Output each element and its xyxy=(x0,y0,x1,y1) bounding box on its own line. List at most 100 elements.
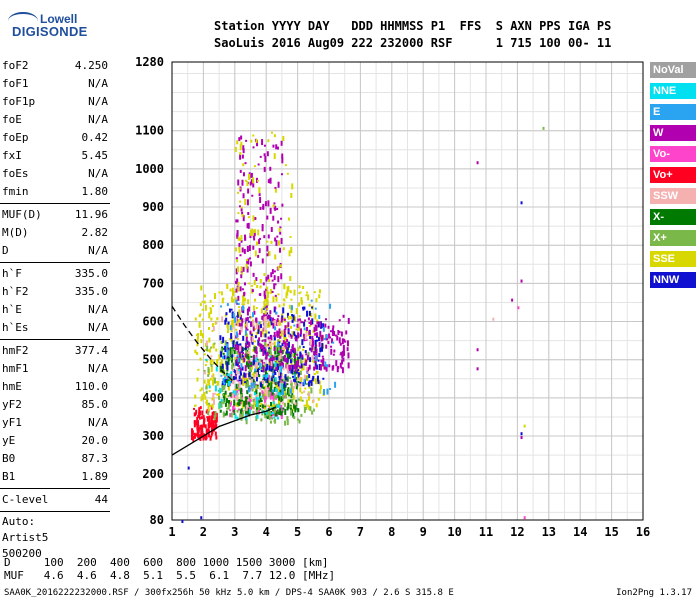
echo-point xyxy=(244,234,247,241)
echo-point xyxy=(273,408,276,414)
echo-point xyxy=(229,375,232,379)
echo-point xyxy=(303,306,306,310)
echo-point xyxy=(273,283,276,290)
echo-point xyxy=(231,362,234,369)
echo-point xyxy=(201,333,204,339)
echo-point xyxy=(284,382,287,386)
echo-point xyxy=(226,329,229,334)
echo-point xyxy=(283,356,286,362)
echo-point xyxy=(259,347,262,353)
echo-point xyxy=(247,355,250,360)
echo-point xyxy=(333,330,336,336)
echo-point xyxy=(253,230,256,237)
echo-point xyxy=(280,411,283,416)
echo-point xyxy=(332,325,335,329)
echo-point xyxy=(303,390,306,393)
echo-point xyxy=(238,375,241,380)
echo-point xyxy=(275,296,278,302)
echo-point xyxy=(232,298,235,303)
echo-point xyxy=(283,375,286,382)
echo-point xyxy=(311,360,314,363)
echo-point xyxy=(256,409,259,416)
echo-point xyxy=(201,410,204,416)
echo-point xyxy=(280,365,283,369)
echo-point xyxy=(272,397,275,402)
echo-point xyxy=(272,356,275,361)
param-value: 1.89 xyxy=(81,470,109,483)
echo-point xyxy=(316,321,319,325)
y-tick-label: 500 xyxy=(142,353,164,367)
echo-point xyxy=(252,183,255,188)
echo-point xyxy=(229,357,232,360)
echo-point xyxy=(308,394,311,401)
echo-point xyxy=(310,320,313,326)
echo-point xyxy=(252,320,255,327)
echo-point xyxy=(291,357,294,362)
echo-point xyxy=(270,240,273,244)
echo-point xyxy=(229,347,232,354)
echo-point xyxy=(263,391,266,396)
echo-point xyxy=(296,356,299,362)
echo-point xyxy=(277,369,280,376)
echo-point xyxy=(347,352,350,359)
echo-point xyxy=(289,359,292,364)
echo-point xyxy=(268,365,271,371)
echo-point xyxy=(224,348,227,353)
echo-point xyxy=(323,365,326,369)
echo-point xyxy=(254,250,257,257)
echo-point xyxy=(289,290,292,294)
echo-point xyxy=(200,285,203,291)
echo-point xyxy=(208,337,211,343)
echo-point xyxy=(204,348,207,351)
echo-point xyxy=(523,516,526,520)
echo-point xyxy=(284,408,287,415)
echo-point xyxy=(264,348,267,351)
echo-point xyxy=(273,420,276,423)
echo-point xyxy=(237,346,240,353)
echo-point xyxy=(298,325,301,331)
echo-point xyxy=(306,291,309,294)
echo-point xyxy=(200,424,203,427)
echo-point xyxy=(243,358,246,363)
y-tick-label: 600 xyxy=(142,315,164,329)
echo-point xyxy=(287,346,290,351)
echo-point xyxy=(243,347,246,350)
echo-point xyxy=(194,412,197,416)
echo-point xyxy=(261,339,264,342)
echo-point xyxy=(246,181,249,187)
echo-point xyxy=(271,317,274,322)
echo-point xyxy=(331,365,334,371)
echo-point xyxy=(282,307,285,314)
echo-point xyxy=(289,399,292,403)
echo-point xyxy=(281,153,284,159)
echo-point xyxy=(236,379,239,382)
echo-point xyxy=(309,406,312,412)
echo-point xyxy=(261,404,264,409)
echo-point xyxy=(257,402,260,405)
echo-point xyxy=(236,219,239,223)
param-name: foF2 xyxy=(2,59,29,72)
echo-point xyxy=(289,325,292,329)
echo-point xyxy=(215,435,218,440)
echo-point xyxy=(278,392,281,397)
echo-point xyxy=(248,403,251,407)
echo-point xyxy=(218,402,221,409)
echo-point xyxy=(268,406,271,410)
echo-point xyxy=(285,377,288,381)
echo-point xyxy=(289,351,292,358)
echo-point xyxy=(229,288,232,292)
echo-point xyxy=(235,268,238,275)
echo-point xyxy=(278,355,281,361)
echo-point xyxy=(286,364,289,371)
echo-point xyxy=(215,322,218,325)
echo-point xyxy=(201,308,204,311)
echo-point xyxy=(319,321,322,328)
echo-point xyxy=(242,215,245,222)
echo-point xyxy=(255,346,258,352)
echo-point xyxy=(241,402,244,409)
echo-point xyxy=(220,398,223,402)
echo-point xyxy=(252,305,255,311)
echo-point xyxy=(266,253,269,257)
echo-point xyxy=(327,325,330,329)
legend-entry-x: X+ xyxy=(650,230,696,246)
